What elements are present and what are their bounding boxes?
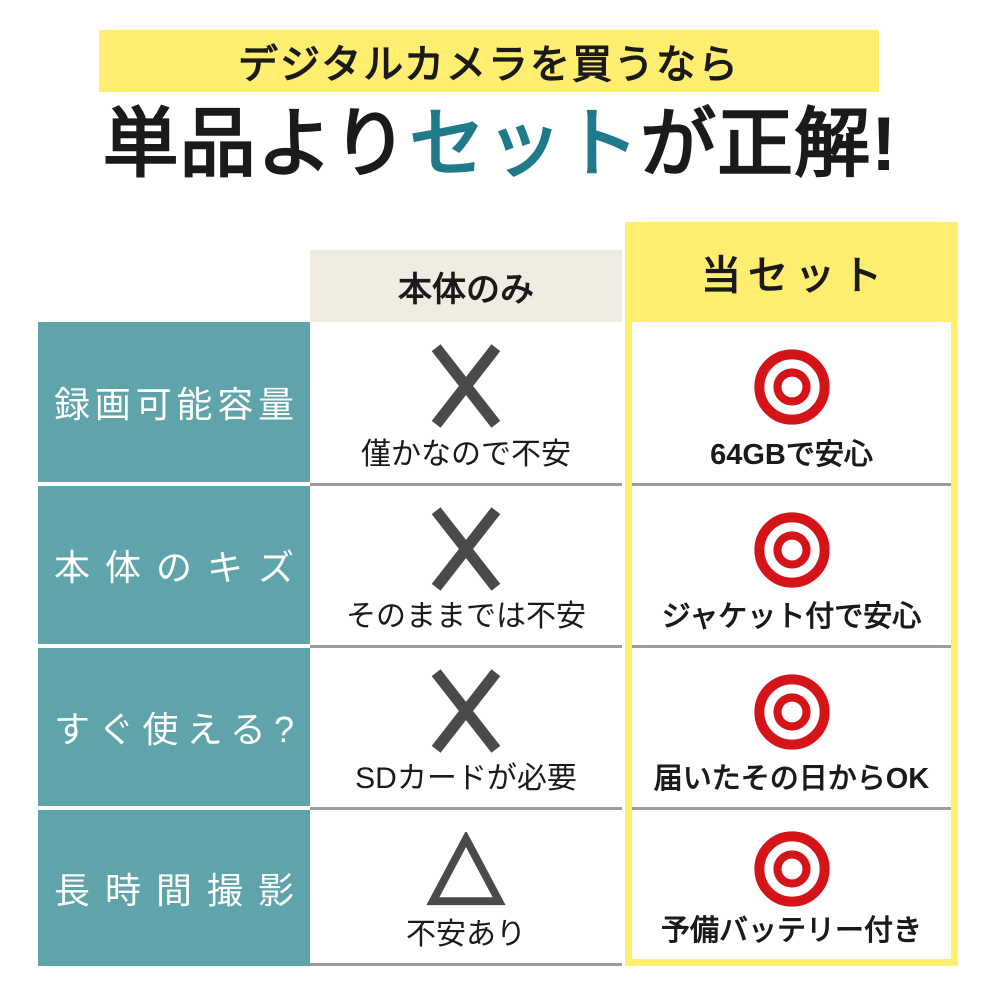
- column-header-text: 本体のみ: [398, 270, 534, 309]
- this-set-column-body: 64GBで安心 ジャケット付で安心 届いたその日からOK 予備バッテリー付き: [625, 322, 958, 966]
- cell-caption: 64GBで安心: [710, 439, 873, 471]
- cell-caption: そのままでは不安: [346, 600, 586, 633]
- double-circle-mark-icon: [753, 810, 831, 917]
- table-cell: 64GBで安心: [632, 322, 951, 486]
- row-label-long-recording: 長時間撮影: [38, 810, 310, 966]
- this-set-column: 当セット 64GBで安心 ジャケット付で安心 届いたその日からOK 予備バッテリ…: [625, 222, 958, 966]
- cell-caption: 不安あり: [406, 918, 526, 951]
- row-label-text: 録画可能容量: [54, 384, 294, 425]
- table-cell: ジャケット付で安心: [632, 486, 951, 648]
- column-header-text: 当セット: [701, 254, 889, 298]
- cell-caption: 僅かなので不安: [361, 438, 571, 471]
- title-pre: 単品より: [102, 102, 410, 187]
- title-highlight: セット: [409, 102, 641, 187]
- cell-caption: 予備バッテリー付き: [660, 915, 922, 947]
- table-cell: そのままでは不安: [310, 486, 622, 648]
- title-post: が正解!: [640, 102, 898, 187]
- body-only-column: 僅かなので不安 そのままでは不安 SDカードが必要 不安あり: [310, 322, 622, 966]
- row-label-text: すぐ使える?: [54, 709, 294, 750]
- double-circle-mark-icon: [753, 486, 831, 603]
- banner-text: デジタルカメラを買うなら: [238, 43, 740, 87]
- row-label-recording-capacity: 録画可能容量: [38, 322, 310, 486]
- table-cell: 予備バッテリー付き: [632, 810, 951, 959]
- top-banner: デジタルカメラを買うなら: [99, 30, 879, 92]
- cell-caption: 届いたその日からOK: [653, 763, 930, 795]
- triangle-mark-icon: [426, 810, 506, 920]
- row-label-column: 録画可能容量 本体のキズ すぐ使える? 長時間撮影: [38, 322, 310, 966]
- column-header-body-only: 本体のみ: [310, 250, 622, 322]
- double-circle-mark-icon: [753, 322, 831, 441]
- cell-caption: ジャケット付で安心: [661, 601, 922, 633]
- double-circle-mark-icon: [753, 648, 831, 765]
- cross-mark-icon: [424, 322, 508, 440]
- column-header-this-set: 当セット: [625, 222, 958, 322]
- row-label-ready-to-use: すぐ使える?: [38, 648, 310, 810]
- row-label-body-scratches: 本体のキズ: [38, 486, 310, 648]
- table-cell: 不安あり: [310, 810, 622, 966]
- cross-mark-icon: [424, 486, 508, 602]
- cell-caption: SDカードが必要: [355, 762, 577, 795]
- table-cell: 届いたその日からOK: [632, 648, 951, 810]
- row-label-text: 本体のキズ: [54, 547, 294, 588]
- table-cell: 僅かなので不安: [310, 322, 622, 486]
- page-title: 単品よりセットが正解!: [0, 97, 1000, 192]
- table-cell: SDカードが必要: [310, 648, 622, 810]
- row-label-text: 長時間撮影: [54, 870, 294, 911]
- cross-mark-icon: [424, 648, 508, 764]
